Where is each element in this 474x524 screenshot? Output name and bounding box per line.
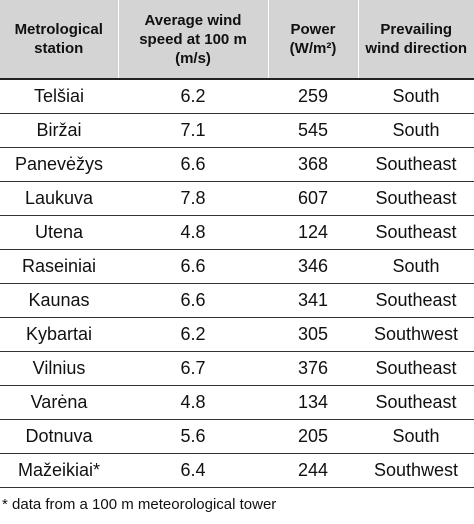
table-cell: Southwest xyxy=(358,317,474,352)
table-cell: 259 xyxy=(268,79,358,114)
table-cell: South xyxy=(358,79,474,114)
table-cell: Southeast xyxy=(358,385,474,420)
table-cell: 607 xyxy=(268,181,358,216)
table-cell: South xyxy=(358,113,474,148)
table-cell: South xyxy=(358,419,474,454)
table-cell: Telšiai xyxy=(0,79,118,114)
table-row: Utena 4.8 124 Southeast xyxy=(0,215,474,250)
table-cell: 244 xyxy=(268,453,358,488)
table-cell: Raseiniai xyxy=(0,249,118,284)
header-line: Power xyxy=(290,21,336,38)
header-line: (W/m²) xyxy=(289,40,337,57)
header-line: wind direction xyxy=(365,40,468,57)
table-row: Mažeikiai* 6.4 244 Southwest xyxy=(0,453,474,488)
header-line: Metrological xyxy=(14,21,103,38)
header-line: Prevailing xyxy=(380,21,453,38)
table-cell: 6.7 xyxy=(118,351,268,386)
table-cell: 6.6 xyxy=(118,283,268,318)
table-cell: Southeast xyxy=(358,147,474,182)
table-cell: Southeast xyxy=(358,215,474,250)
table-cell: 6.2 xyxy=(118,79,268,114)
table-body: Telšiai 6.2 259 South Biržai 7.1 545 South Panev… xyxy=(0,79,474,488)
table-cell: Utena xyxy=(0,215,118,250)
header-line: (m/s) xyxy=(175,49,211,67)
table-row: Dotnuva 5.6 205 South xyxy=(0,419,474,454)
table-cell: Biržai xyxy=(0,113,118,148)
data-table: Metrological station Average wind speed at … xyxy=(0,0,474,488)
header-line: speed at 100 m xyxy=(139,30,247,48)
table-cell: 4.8 xyxy=(118,215,268,250)
table-row: Vilnius 6.7 376 Southeast xyxy=(0,351,474,386)
table-cell: 134 xyxy=(268,385,358,420)
header-cell: Prevailing wind direction xyxy=(357,0,474,80)
table-cell: Mažeikiai* xyxy=(0,453,118,488)
table-cell: 4.8 xyxy=(118,385,268,420)
table-row: Raseiniai 6.6 346 South xyxy=(0,249,474,284)
table-cell: Kaunas xyxy=(0,283,118,318)
table-cell: Dotnuva xyxy=(0,419,118,454)
table-cell: 6.4 xyxy=(118,453,268,488)
table-cell: Kybartai xyxy=(0,317,118,352)
table-cell: 5.6 xyxy=(118,419,268,454)
table-row: Panevėžys 6.6 368 Southeast xyxy=(0,147,474,182)
table-cell: 341 xyxy=(268,283,358,318)
table-cell: 6.6 xyxy=(118,249,268,284)
table-row: Telšiai 6.2 259 South xyxy=(0,79,474,114)
table-cell: 305 xyxy=(268,317,358,352)
header-row: Metrological station Average wind speed at … xyxy=(0,0,474,80)
table-cell: 124 xyxy=(268,215,358,250)
table-cell: South xyxy=(358,249,474,284)
table-cell: 368 xyxy=(268,147,358,182)
footnote: * data from a 100 m meteorological tower xyxy=(2,496,277,513)
table-cell: 346 xyxy=(268,249,358,284)
table-cell: Vilnius xyxy=(0,351,118,386)
header-cell: Power (W/m²) xyxy=(267,0,358,80)
table-cell: 545 xyxy=(268,113,358,148)
table-row: Kybartai 6.2 305 Southwest xyxy=(0,317,474,352)
table-cell: Southeast xyxy=(358,181,474,216)
table-cell: 6.6 xyxy=(118,147,268,182)
table-row: Varėna 4.8 134 Southeast xyxy=(0,385,474,420)
table-cell: Panevėžys xyxy=(0,147,118,182)
header-cell: Metrological station xyxy=(0,0,118,80)
table-row: Laukuva 7.8 607 Southeast xyxy=(0,181,474,216)
table-cell: Varėna xyxy=(0,385,118,420)
table-row: Biržai 7.1 545 South xyxy=(0,113,474,148)
table-cell: 376 xyxy=(268,351,358,386)
header-line: Average wind xyxy=(144,11,242,29)
table-cell: 205 xyxy=(268,419,358,454)
header-cell: Average wind speed at 100 m (m/s) xyxy=(117,0,268,80)
header-line: station xyxy=(34,40,84,57)
table-cell: 7.1 xyxy=(118,113,268,148)
table-cell: Southeast xyxy=(358,351,474,386)
table-cell: Southwest xyxy=(358,453,474,488)
table-cell: Laukuva xyxy=(0,181,118,216)
table-cell: Southeast xyxy=(358,283,474,318)
table-cell: 6.2 xyxy=(118,317,268,352)
table-row: Kaunas 6.6 341 Southeast xyxy=(0,283,474,318)
table-cell: 7.8 xyxy=(118,181,268,216)
